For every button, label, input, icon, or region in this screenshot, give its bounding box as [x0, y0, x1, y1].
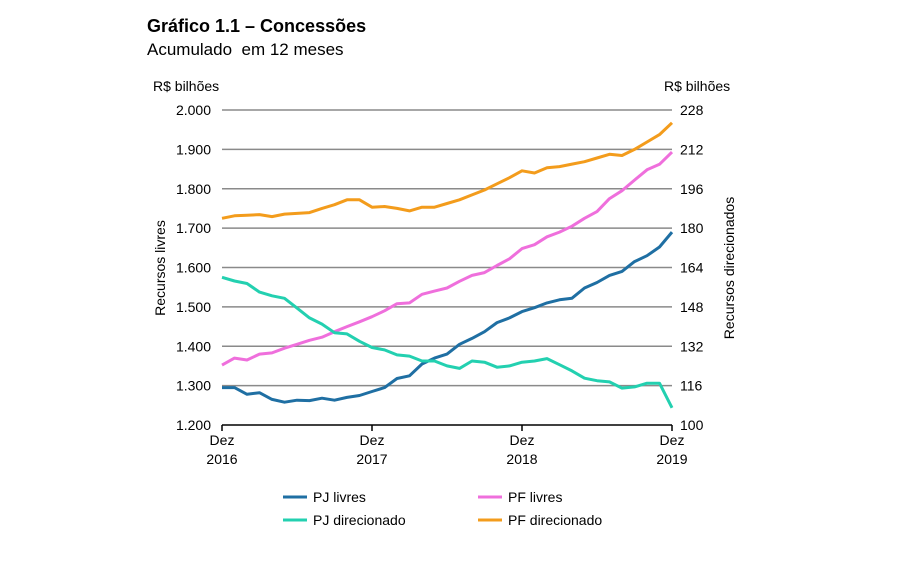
right-tick-label: 100 — [680, 417, 704, 433]
left-tick-label: 1.800 — [176, 181, 211, 197]
right-tick-label: 148 — [680, 299, 704, 315]
x-tick-year: 2018 — [506, 451, 537, 467]
legend-item: PF direcionado — [478, 512, 602, 528]
left-tick-label: 1.200 — [176, 417, 211, 433]
x-tick-year: 2019 — [656, 451, 687, 467]
series-line-pj-direcionado — [221, 275, 674, 409]
x-tick-year: 2017 — [356, 451, 387, 467]
left-tick-label: 1.300 — [176, 378, 211, 394]
left-axis-label: Recursos livres — [152, 220, 168, 316]
x-tick-month: Dez — [210, 432, 235, 448]
legend-item: PF livres — [478, 489, 562, 505]
chart-title: Gráfico 1.1 – Concessões — [147, 16, 366, 36]
series-line-pj-livres — [222, 231, 674, 404]
x-tick-year: 2016 — [206, 451, 237, 467]
legend-item: PJ livres — [283, 489, 366, 505]
series-line-pf-direcionado — [221, 121, 674, 220]
chart-subtitle: Acumulado em 12 meses — [147, 40, 344, 59]
x-tick-month: Dez — [510, 432, 535, 448]
right-tick-label: 132 — [680, 338, 704, 354]
left-tick-label: 1.900 — [176, 141, 211, 157]
legend-label: PJ livres — [313, 489, 366, 505]
right-axis-label: Recursos direcionados — [721, 197, 737, 339]
right-tick-label: 196 — [680, 181, 704, 197]
left-axis-unit: R$ bilhões — [153, 78, 219, 94]
right-tick-label: 164 — [680, 260, 704, 276]
legend-label: PJ direcionado — [313, 512, 406, 528]
left-tick-label: 1.600 — [176, 260, 211, 276]
right-tick-label: 228 — [680, 102, 704, 118]
right-tick-label: 180 — [680, 220, 704, 236]
legend-item: PJ direcionado — [283, 512, 406, 528]
right-tick-label: 212 — [680, 141, 704, 157]
legend-label: PF direcionado — [508, 512, 602, 528]
left-tick-label: 2.000 — [176, 102, 211, 118]
left-tick-label: 1.400 — [176, 338, 211, 354]
right-tick-label: 116 — [680, 378, 703, 394]
left-tick-label: 1.500 — [176, 299, 211, 315]
x-tick-month: Dez — [360, 432, 385, 448]
legend-label: PF livres — [508, 489, 562, 505]
series-line-pf-livres — [221, 151, 674, 367]
right-axis-unit: R$ bilhões — [664, 78, 730, 94]
x-tick-month: Dez — [660, 432, 685, 448]
left-tick-label: 1.700 — [176, 220, 211, 236]
